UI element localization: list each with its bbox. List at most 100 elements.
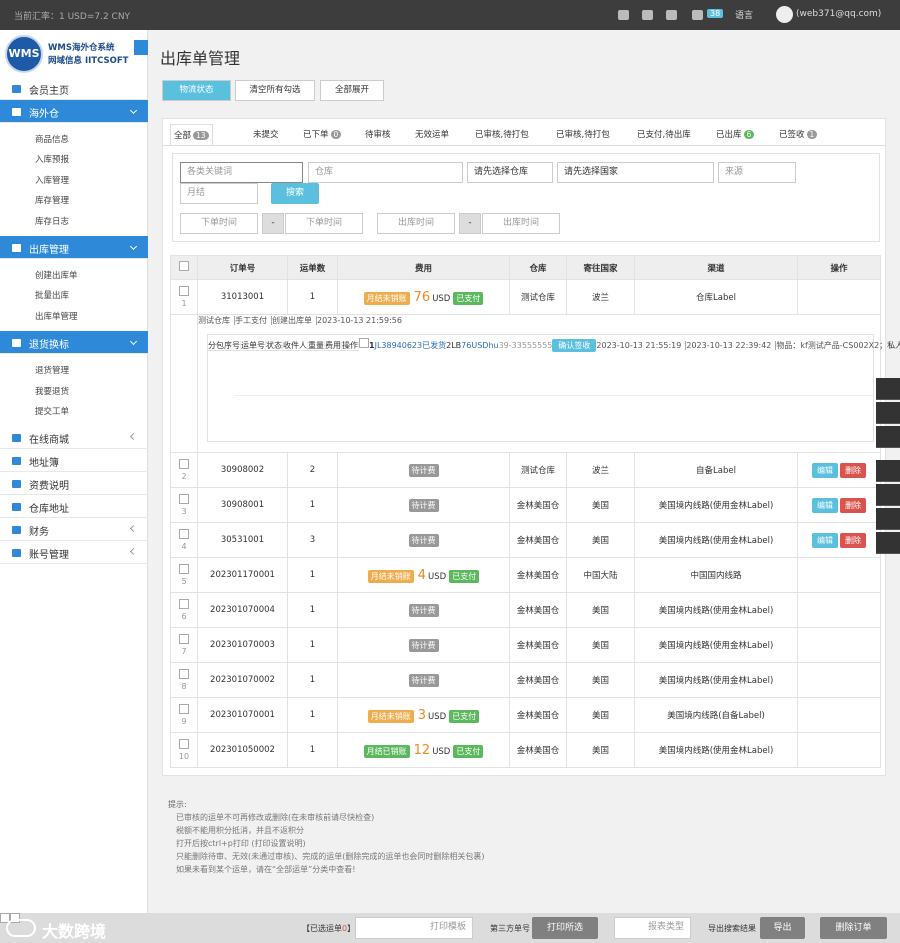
checkbox[interactable] bbox=[179, 669, 189, 679]
side-tool[interactable] bbox=[876, 460, 900, 482]
submenu-item[interactable]: 我要退货 bbox=[0, 381, 148, 401]
submenu-item[interactable]: 提交工单 bbox=[0, 401, 148, 421]
top-icon[interactable] bbox=[642, 10, 653, 20]
report-type[interactable]: 报表类型 bbox=[614, 917, 691, 939]
filter-order-time-sep[interactable]: - bbox=[262, 213, 284, 234]
menu-item[interactable]: 在线商城 bbox=[0, 426, 148, 450]
filter-settlement[interactable]: 月结 bbox=[180, 183, 258, 204]
action-button[interactable]: 删除 bbox=[840, 532, 866, 548]
side-tool[interactable] bbox=[876, 508, 900, 530]
tab[interactable]: 已支付,待出库 bbox=[634, 124, 694, 144]
warehouse: 金林美国仓 bbox=[509, 592, 567, 628]
filter-order-time-to[interactable]: 下单时间 bbox=[285, 213, 363, 234]
filter-out-time-sep[interactable]: - bbox=[459, 213, 481, 234]
top-icon[interactable] bbox=[692, 10, 703, 20]
tab[interactable]: 待审核 bbox=[362, 124, 394, 144]
checkbox[interactable] bbox=[179, 599, 189, 609]
tab[interactable]: 已审核,待打包 bbox=[472, 124, 532, 144]
confirm-button[interactable]: 确认签收 bbox=[552, 339, 597, 352]
actions bbox=[797, 697, 881, 733]
order-no: 30908002 bbox=[197, 452, 288, 488]
submenu-label: 我要退货 bbox=[35, 386, 70, 397]
print-button[interactable]: 打印所选 bbox=[532, 917, 598, 939]
tab-count: 6 bbox=[743, 130, 755, 139]
action-button[interactable]: 编辑 bbox=[812, 462, 838, 478]
checkbox[interactable] bbox=[179, 494, 189, 504]
sidebar-toggle[interactable] bbox=[134, 40, 148, 55]
search-button[interactable]: 搜索 bbox=[271, 183, 319, 204]
filter-warehouse[interactable]: 仓库 bbox=[308, 162, 463, 183]
submenu-item[interactable]: 批量出库 bbox=[0, 285, 148, 305]
toolbar-button[interactable]: 清空所有勾选 bbox=[235, 80, 315, 101]
index-cell: 3 bbox=[170, 487, 198, 523]
selected-prefix: 【已选运单 bbox=[302, 924, 342, 933]
waybill-count: 1 bbox=[287, 487, 338, 523]
checkbox[interactable] bbox=[179, 634, 189, 644]
filter-out-time-from[interactable]: 出库时间 bbox=[377, 213, 455, 234]
toolbar-button[interactable]: 物流状态 bbox=[162, 80, 231, 101]
checkbox[interactable] bbox=[179, 739, 189, 749]
action-button[interactable]: 编辑 bbox=[812, 532, 838, 548]
menu-item[interactable]: 海外仓 bbox=[0, 100, 148, 123]
menu-item[interactable]: 资费说明 bbox=[0, 472, 148, 496]
side-tool[interactable] bbox=[876, 402, 900, 424]
tab[interactable]: 已签收 1 bbox=[776, 124, 820, 144]
submenu-item[interactable]: 出库单管理 bbox=[0, 306, 148, 326]
checkbox[interactable] bbox=[179, 286, 189, 296]
filter-out-time-to[interactable]: 出库时间 bbox=[482, 213, 560, 234]
submenu-item[interactable]: 创建出库单 bbox=[0, 265, 148, 285]
header-cell: 订单号 bbox=[197, 255, 288, 280]
filter-keyword[interactable]: 各类关键词 bbox=[180, 162, 303, 183]
menu-item[interactable]: 仓库地址 bbox=[0, 495, 148, 519]
top-icon[interactable] bbox=[618, 10, 629, 20]
action-button[interactable]: 编辑 bbox=[812, 497, 838, 513]
checkbox[interactable] bbox=[179, 459, 189, 469]
submenu-item[interactable]: 库存日志 bbox=[0, 211, 148, 231]
delete-button[interactable]: 删除订单 bbox=[820, 917, 887, 939]
checkbox[interactable] bbox=[179, 704, 189, 714]
filter-order-time-from[interactable]: 下单时间 bbox=[180, 213, 258, 234]
side-tool[interactable] bbox=[876, 378, 900, 400]
submenu-item[interactable]: 商品信息 bbox=[0, 129, 148, 149]
print-template[interactable]: 打印模板 bbox=[355, 917, 473, 939]
tab[interactable]: 无效运单 bbox=[412, 124, 452, 144]
side-tool[interactable] bbox=[876, 532, 900, 554]
menu-item[interactable]: 账号管理 bbox=[0, 541, 148, 565]
action-button[interactable]: 删除 bbox=[840, 497, 866, 513]
checkbox[interactable] bbox=[179, 261, 189, 271]
filter-source[interactable]: 来源 bbox=[718, 162, 796, 183]
filter-warehouse-select[interactable]: 请先选择仓库 bbox=[467, 162, 553, 183]
actions bbox=[797, 732, 881, 768]
filter-country-select[interactable]: 请先选择国家 bbox=[557, 162, 714, 183]
tab[interactable]: 已出库 6 bbox=[713, 124, 757, 144]
checkbox[interactable] bbox=[359, 338, 369, 348]
side-tool[interactable] bbox=[876, 426, 900, 448]
action-button[interactable]: 删除 bbox=[840, 462, 866, 478]
submenu-item[interactable]: 入库管理 bbox=[0, 170, 148, 190]
user-email[interactable]: (web371@qq.com) bbox=[796, 9, 882, 19]
submenu-item[interactable]: 库存管理 bbox=[0, 190, 148, 210]
tab[interactable]: 已下单 0 bbox=[300, 124, 344, 144]
checkbox[interactable] bbox=[179, 564, 189, 574]
language[interactable]: 语言 bbox=[735, 11, 754, 21]
fee-cell: 月结未销账 4 USD 已支付 bbox=[337, 557, 510, 593]
top-icon[interactable] bbox=[666, 10, 677, 20]
export-button[interactable]: 导出 bbox=[760, 917, 805, 939]
side-tool[interactable] bbox=[876, 484, 900, 506]
submenu-item[interactable]: 入库预报 bbox=[0, 149, 148, 169]
tab-count: 1 bbox=[806, 130, 818, 139]
checkbox[interactable] bbox=[10, 913, 20, 923]
checkbox[interactable] bbox=[179, 529, 189, 539]
menu-item[interactable]: 地址簿 bbox=[0, 449, 148, 473]
menu-item[interactable]: 财务 bbox=[0, 518, 148, 542]
tab[interactable]: 已审核,待打包 bbox=[553, 124, 613, 144]
submenu-item[interactable]: 退货管理 bbox=[0, 360, 148, 380]
tab[interactable]: 全部 13 bbox=[170, 124, 213, 146]
toolbar-button[interactable]: 全部展开 bbox=[320, 80, 384, 101]
menu-item[interactable]: 出库管理 bbox=[0, 236, 148, 259]
checkbox[interactable] bbox=[0, 913, 10, 923]
menu-item[interactable]: 会员主页 bbox=[0, 77, 148, 100]
tab[interactable]: 未提交 bbox=[250, 124, 282, 144]
menu-item[interactable]: 退货换标 bbox=[0, 331, 148, 355]
row-index: 1 bbox=[181, 299, 187, 308]
